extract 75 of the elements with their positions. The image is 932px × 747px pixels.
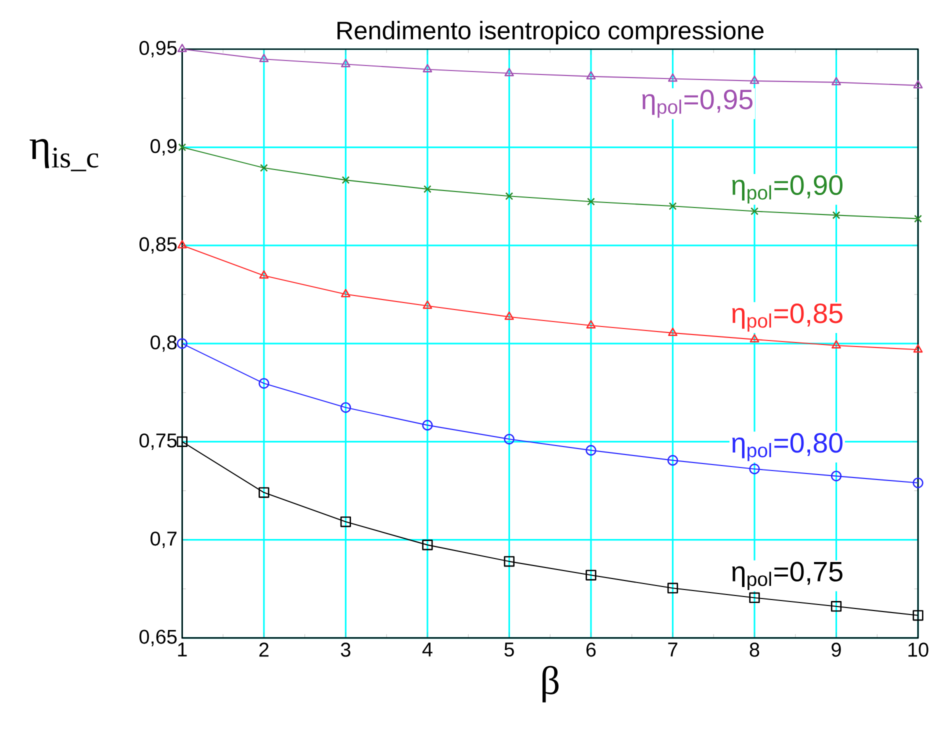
y-tick-label: 0,75: [139, 434, 177, 450]
x-tick-label: 2: [259, 642, 268, 657]
point: [914, 214, 922, 223]
point: [342, 176, 350, 184]
y-axis-title: η$_{is_c}$: [30, 139, 98, 172]
point: [422, 300, 432, 309]
y-tick-label: 0,65: [139, 630, 177, 646]
series-label: η$_{pol}$=0,75: [732, 562, 842, 590]
y-tick-label: 0,8: [150, 335, 177, 352]
y-tick-label: 0,9: [150, 139, 177, 156]
point: [504, 434, 515, 445]
x-axis-title: β: [542, 666, 559, 703]
x-tick-label: 6: [586, 642, 596, 657]
point: [668, 74, 678, 82]
x-tick-label: 5: [504, 642, 514, 657]
point: [340, 516, 352, 528]
point: [258, 487, 270, 498]
point: [750, 207, 758, 216]
point: [750, 76, 760, 84]
y-tick-label: 0,95: [139, 40, 177, 58]
point: [341, 59, 350, 68]
point: [667, 582, 678, 594]
x-tick-label: 7: [668, 642, 678, 656]
point: [176, 338, 188, 349]
point: [422, 64, 432, 72]
point: [586, 71, 596, 80]
point: [668, 328, 678, 336]
point: [340, 402, 352, 413]
point: [504, 312, 514, 320]
point: [176, 436, 188, 448]
point: [668, 202, 677, 210]
point: [913, 344, 923, 353]
point: [912, 610, 924, 621]
point: [667, 455, 678, 466]
series-label: η$_{pol}$=0,85: [732, 304, 842, 332]
point: [505, 192, 514, 200]
point: [830, 470, 842, 482]
point: [913, 80, 923, 89]
x-tick-label: 8: [750, 642, 760, 657]
series-label: η$_{pol}$=0,95: [642, 90, 752, 118]
x-tick-label: 10: [908, 642, 928, 657]
point: [258, 378, 270, 389]
point: [178, 143, 186, 152]
point: [260, 164, 268, 172]
x-tick-label: 1: [178, 642, 187, 656]
chart-title: Rendimento isentropico compressione: [338, 21, 764, 45]
point: [832, 211, 840, 220]
point: [586, 570, 596, 581]
series-label: η$_{pol}$=0,90: [732, 175, 843, 204]
point: [912, 478, 924, 488]
x-tick-label: 9: [832, 642, 841, 657]
point: [177, 240, 187, 248]
point: [749, 464, 760, 474]
x-tick-label: 4: [422, 642, 432, 656]
point: [750, 334, 760, 343]
point: [587, 198, 595, 206]
point: [832, 77, 841, 86]
point: [504, 68, 514, 76]
point: [422, 540, 433, 550]
y-tick-label: 0,85: [139, 237, 177, 254]
y-tick-label: 0,7: [150, 532, 176, 548]
series-label: η$_{pol}$=0,80: [732, 433, 843, 462]
point: [341, 289, 350, 298]
point: [749, 592, 760, 604]
point: [259, 270, 269, 279]
point: [259, 54, 269, 62]
point: [424, 185, 432, 194]
point: [830, 601, 842, 612]
point: [177, 44, 187, 52]
point: [832, 340, 841, 349]
point: [422, 420, 433, 431]
x-tick-label: 3: [340, 642, 350, 657]
point: [504, 556, 515, 567]
point: [586, 445, 596, 456]
point: [586, 320, 596, 329]
